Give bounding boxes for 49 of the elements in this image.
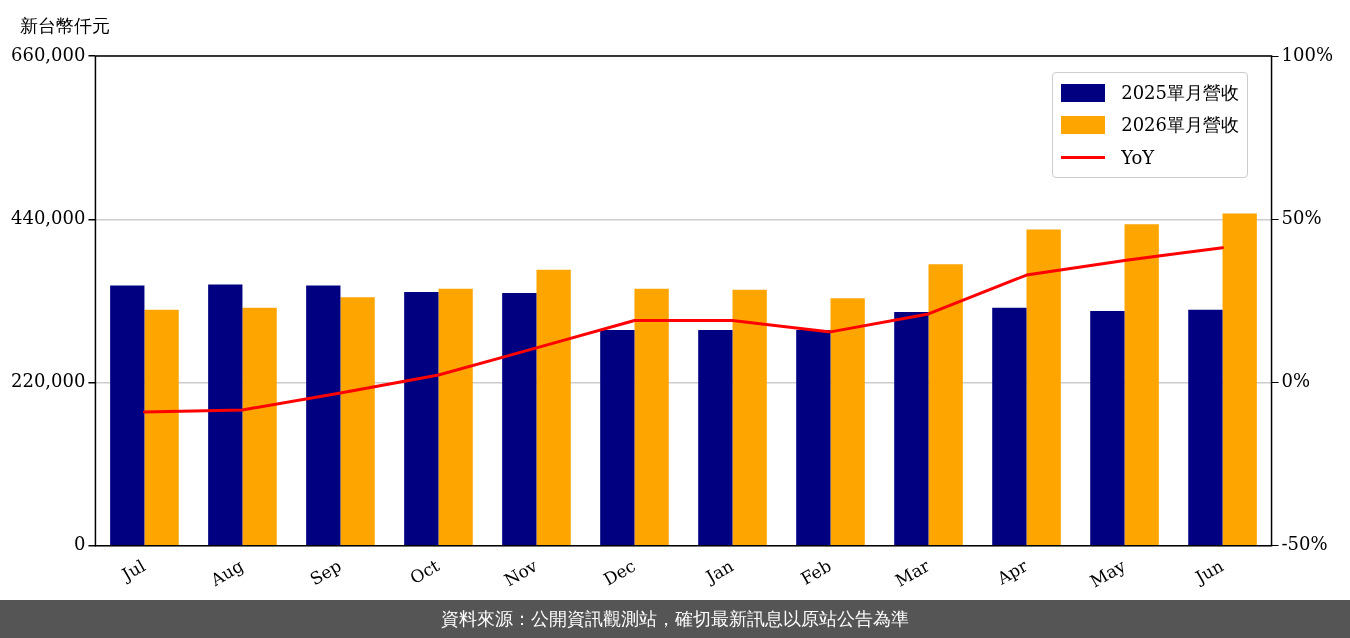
bar — [796, 329, 831, 546]
y-tick-label: 0 — [73, 533, 86, 555]
bar — [404, 291, 439, 546]
bar — [698, 329, 733, 546]
y-axis-title: 新台幣仟元 — [20, 14, 110, 38]
bar — [110, 285, 145, 546]
x-tick-label: Aug — [206, 555, 247, 591]
bar — [438, 288, 473, 546]
x-tick-label: Oct — [406, 555, 443, 589]
bar — [1090, 310, 1125, 546]
x-tick-label: Sep — [306, 555, 345, 590]
x-tick-label: Jan — [700, 555, 737, 588]
bar — [894, 312, 929, 546]
x-tick-label: Nov — [500, 555, 542, 591]
bar — [830, 298, 865, 546]
bar — [928, 264, 963, 546]
legend-label: YoY — [1121, 146, 1155, 168]
x-tick-label: Feb — [797, 555, 835, 589]
legend-label: 2026單月營收 — [1121, 113, 1239, 137]
x-tick-label: Jun — [1190, 555, 1227, 589]
bar — [732, 289, 767, 546]
bar — [144, 309, 179, 546]
y2-tick-label: 50% — [1281, 206, 1322, 228]
bar — [992, 307, 1027, 546]
bar — [208, 284, 243, 546]
y-tick-label: 660,000 — [11, 43, 86, 65]
bar — [502, 292, 537, 546]
x-tick-label: May — [1086, 555, 1130, 592]
bar — [340, 297, 375, 546]
x-tick-label: Apr — [992, 555, 1032, 590]
bar — [1026, 229, 1061, 546]
y2-tick-label: -50% — [1281, 533, 1328, 555]
bar — [1222, 213, 1257, 546]
y-tick-label: 220,000 — [11, 370, 86, 392]
x-tick-label: Jul — [116, 555, 149, 586]
legend-label: 2025單月營收 — [1121, 81, 1239, 105]
bar — [536, 269, 571, 546]
bar — [1124, 224, 1159, 546]
x-tick-label: Dec — [599, 555, 639, 590]
bar — [634, 288, 669, 546]
x-tick-label: Mar — [891, 555, 934, 591]
y2-tick-label: 100% — [1281, 43, 1334, 65]
source-note: 資料來源：公開資訊觀測站，確切最新訊息以原站公告為準 — [0, 600, 1350, 638]
bar — [306, 285, 341, 546]
bar — [1188, 309, 1223, 546]
bar — [600, 329, 635, 546]
y2-tick-label: 0% — [1281, 370, 1311, 392]
bar — [242, 307, 277, 546]
y-tick-label: 440,000 — [11, 206, 86, 228]
